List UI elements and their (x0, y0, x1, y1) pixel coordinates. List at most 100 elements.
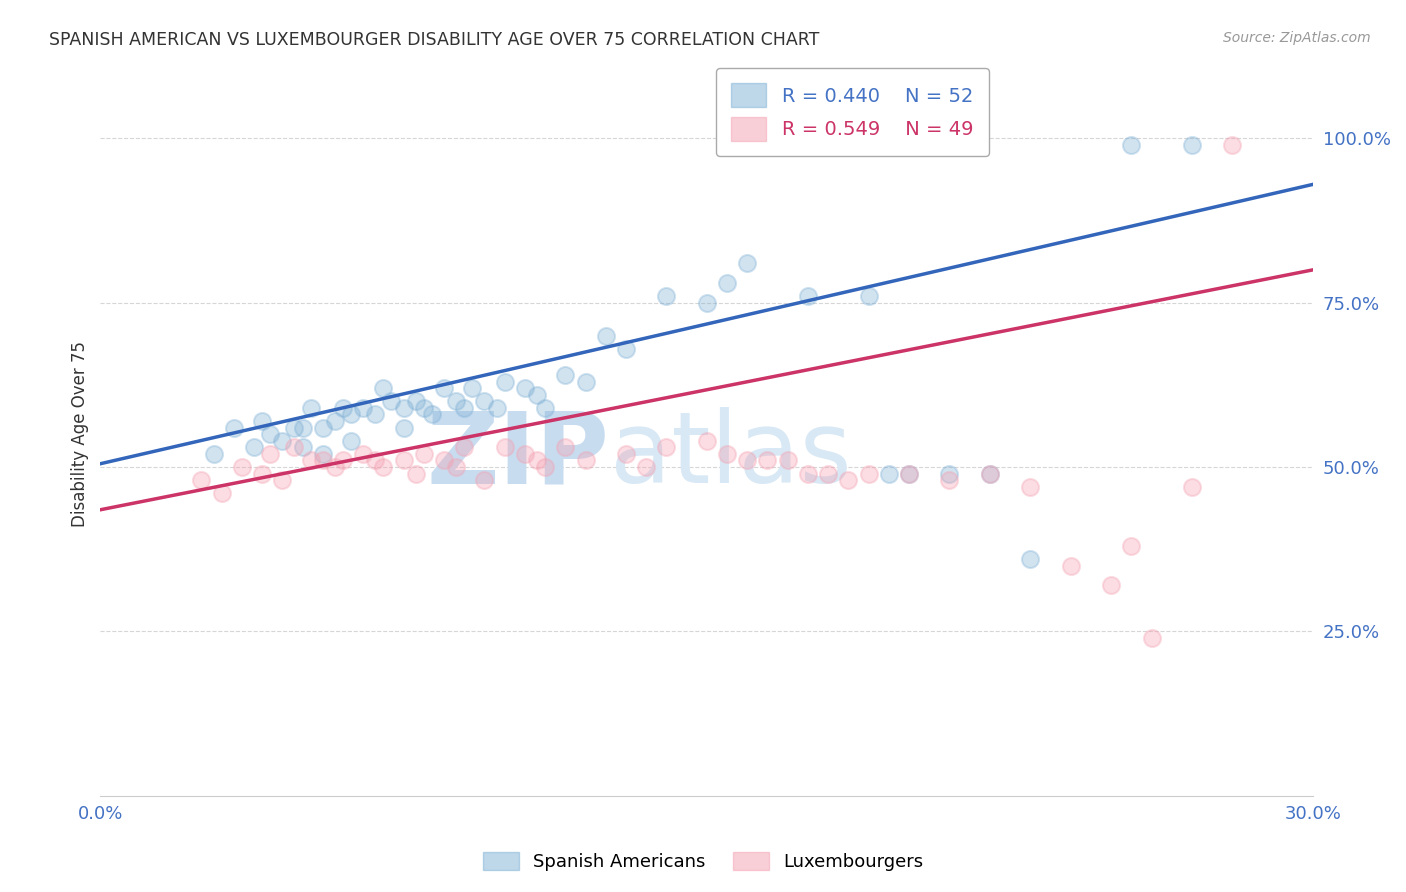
Point (735, 256, 758, 270)
Point (444, 460, 467, 475)
Point (405, 394, 427, 409)
Point (312, 453, 335, 467)
Text: ZIP: ZIP (427, 408, 610, 504)
Point (291, 440, 314, 454)
Point (243, 440, 266, 454)
Point (526, 387, 548, 401)
Point (1181, 480, 1204, 494)
Point (312, 420, 335, 434)
Point (412, 401, 434, 415)
Point (340, 434, 363, 448)
Point (897, 467, 920, 481)
Point (513, 447, 536, 461)
Point (1099, 578, 1122, 592)
Point (340, 408, 363, 422)
Point (1019, 552, 1042, 566)
Point (614, 447, 637, 461)
Point (897, 467, 920, 481)
Point (259, 427, 281, 442)
Point (412, 447, 434, 461)
Point (474, 473, 496, 487)
Point (420, 408, 443, 422)
Point (574, 375, 596, 389)
Text: SPANISH AMERICAN VS LUXEMBOURGER DISABILITY AGE OVER 75 CORRELATION CHART: SPANISH AMERICAN VS LUXEMBOURGER DISABIL… (49, 31, 820, 49)
Point (797, 467, 820, 481)
Point (1019, 480, 1042, 494)
Point (877, 467, 900, 481)
Point (380, 394, 402, 409)
Point (461, 381, 484, 395)
Point (494, 375, 516, 389)
Point (392, 401, 415, 415)
Point (655, 289, 678, 303)
Point (453, 401, 475, 415)
Point (756, 453, 779, 467)
Point (716, 276, 738, 290)
Point (1060, 558, 1083, 573)
Point (202, 447, 225, 461)
Point (433, 381, 456, 395)
Point (938, 473, 960, 487)
Point (797, 289, 820, 303)
Point (231, 460, 253, 475)
Point (250, 467, 273, 481)
Point (323, 414, 346, 428)
Point (938, 467, 960, 481)
Point (271, 434, 294, 448)
Point (837, 473, 859, 487)
Point (312, 447, 335, 461)
Text: atlas: atlas (610, 408, 852, 504)
Point (291, 420, 314, 434)
Legend: Spanish Americans, Luxembourgers: Spanish Americans, Luxembourgers (475, 845, 931, 879)
Point (494, 440, 516, 454)
Point (636, 460, 658, 475)
Point (222, 420, 245, 434)
Point (1222, 137, 1244, 152)
Point (211, 486, 233, 500)
Point (655, 440, 678, 454)
Point (373, 381, 395, 395)
Point (979, 467, 1001, 481)
Point (392, 453, 415, 467)
Point (332, 453, 354, 467)
Point (1121, 539, 1143, 553)
Point (534, 460, 557, 475)
Point (332, 401, 354, 415)
Point (453, 440, 475, 454)
Legend: R = 0.440    N = 52, R = 0.549    N = 49: R = 0.440 N = 52, R = 0.549 N = 49 (716, 68, 988, 156)
Point (1181, 137, 1204, 152)
Point (526, 453, 548, 467)
Point (352, 447, 374, 461)
Y-axis label: Disability Age Over 75: Disability Age Over 75 (72, 341, 89, 527)
Point (776, 453, 799, 467)
Point (595, 328, 617, 343)
Point (513, 381, 536, 395)
Point (271, 473, 294, 487)
Point (364, 408, 387, 422)
Point (979, 467, 1001, 481)
Point (1140, 631, 1163, 645)
Point (190, 473, 212, 487)
Point (283, 440, 305, 454)
Point (716, 447, 738, 461)
Point (817, 467, 839, 481)
Text: Source: ZipAtlas.com: Source: ZipAtlas.com (1223, 31, 1371, 45)
Point (858, 289, 880, 303)
Point (696, 434, 718, 448)
Point (858, 467, 880, 481)
Point (405, 467, 427, 481)
Point (574, 453, 596, 467)
Point (554, 368, 576, 382)
Point (392, 420, 415, 434)
Point (323, 460, 346, 475)
Point (696, 295, 718, 310)
Point (299, 453, 322, 467)
Point (259, 447, 281, 461)
Point (485, 401, 508, 415)
Point (1121, 137, 1143, 152)
Point (352, 401, 374, 415)
Point (373, 460, 395, 475)
Point (250, 414, 273, 428)
Point (614, 342, 637, 356)
Point (283, 420, 305, 434)
